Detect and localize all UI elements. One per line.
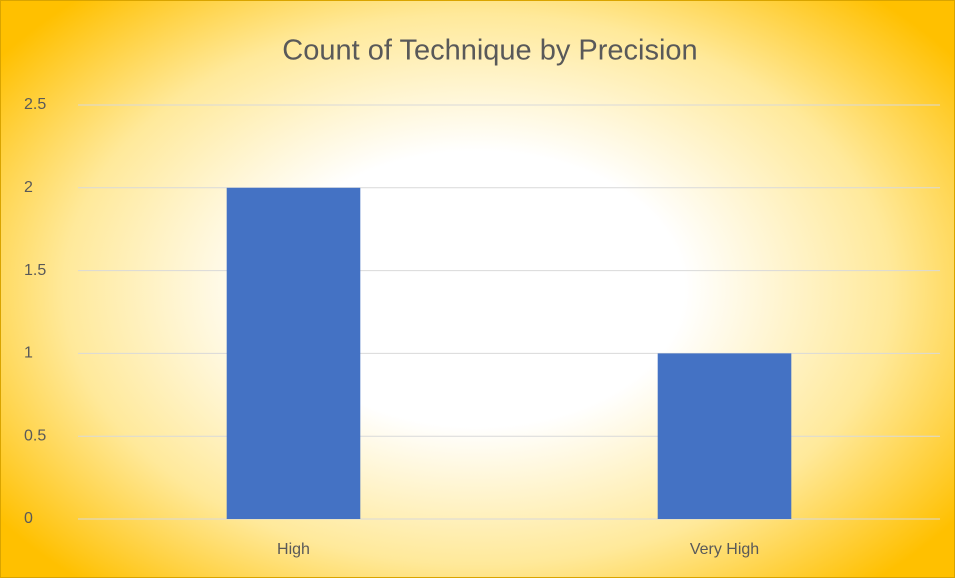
chart-title: Count of Technique by Precision	[282, 35, 697, 67]
y-tick-label: 0	[24, 510, 33, 527]
y-tick-label: 2.5	[24, 96, 46, 113]
x-tick-label: Very High	[690, 541, 759, 558]
y-tick-label: 1	[24, 345, 33, 362]
y-tick-label: 1.5	[24, 262, 46, 279]
x-tick-label: High	[277, 541, 310, 558]
bar	[226, 187, 361, 520]
bar	[657, 353, 792, 519]
y-tick-label: 2	[24, 179, 33, 196]
y-tick-label: 0.5	[24, 427, 46, 444]
